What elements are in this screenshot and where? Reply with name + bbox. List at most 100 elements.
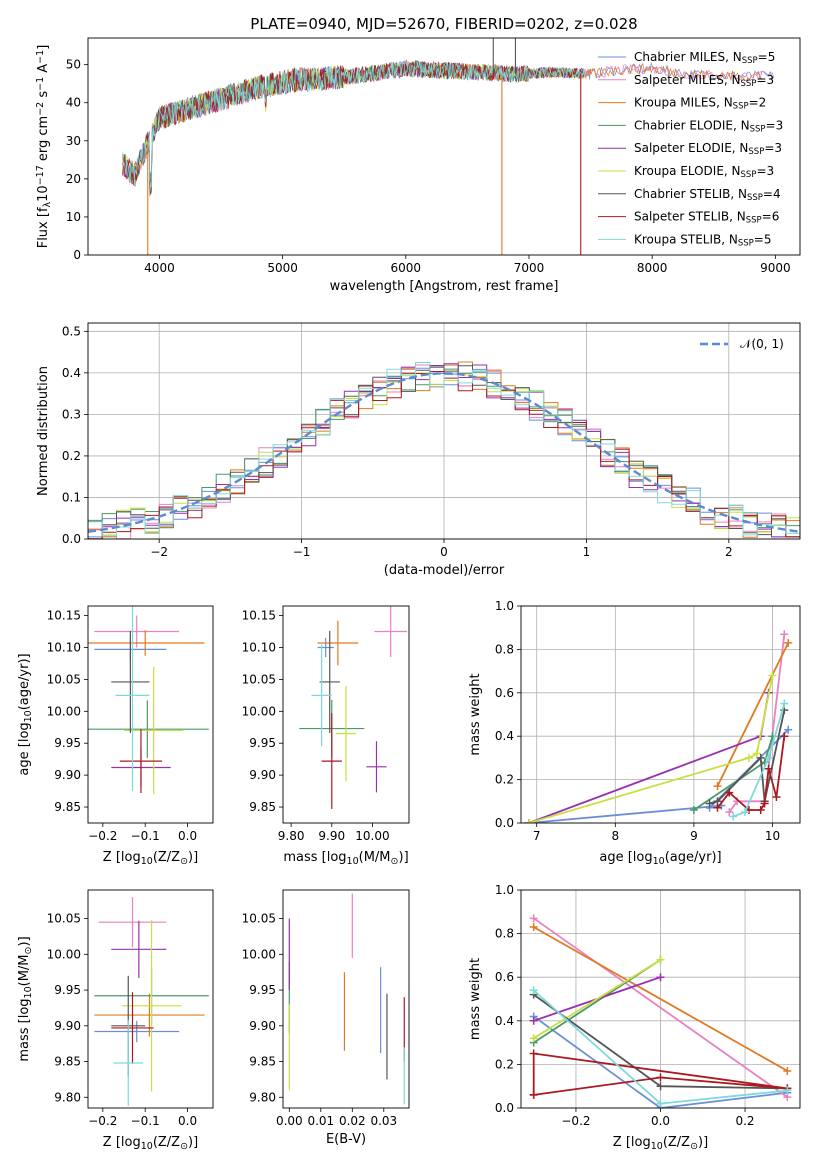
axis-label-part: ⊙: [690, 1141, 698, 1152]
axes-frame: [520, 605, 801, 824]
mass-weight-line: [528, 692, 770, 823]
y-tick-label: 9.95: [54, 983, 81, 997]
y-tick-label: 50: [66, 58, 81, 72]
legend-series-name: Kroupa STELIB: [634, 232, 721, 246]
x-tick-label: −1: [293, 545, 311, 559]
axis-label-part: (Z/Z: [153, 1135, 180, 1150]
legend-sep: , N: [725, 50, 742, 64]
chart-spectrum: 4000 5000 6000 7000 8000 9000 0 10 20 30 40 50 wavel…: [35, 37, 801, 294]
y-tick-label: 9.90: [54, 768, 81, 782]
legend-sep: , N: [724, 73, 741, 87]
data-point-marker: [529, 914, 538, 923]
y-tick-label: 0.1: [62, 490, 81, 504]
axis-label-part: Flux [f: [36, 207, 51, 248]
x-tick-label: −0.2: [88, 1114, 117, 1128]
x-axis-label: (data-model)/error: [384, 563, 505, 578]
data-point-marker: [656, 973, 665, 982]
axis-label-part: 10: [36, 185, 51, 202]
mass-weight-line: [533, 917, 788, 1098]
legend-sub: SSP: [747, 193, 763, 203]
axis-label-part: 10: [23, 986, 34, 998]
y-tick-label: 0.0: [495, 816, 514, 830]
x-tick-label: 7000: [514, 261, 545, 275]
data-point-marker: [656, 1073, 665, 1082]
chart-mass_z: −0.2 −0.1 0.0 9.80 9.85 9.90 9.95 10.00 10.05 Z […: [17, 889, 214, 1152]
y-tick-label: 0.3: [62, 407, 81, 421]
y-tick-label: 1.0: [495, 883, 514, 897]
y-tick-label: 10.00: [242, 947, 276, 961]
axis-label: mass [log10(M/M⊙)]: [17, 936, 34, 1061]
legend-label: Chabrier ELODIE, NSSP=3: [634, 118, 783, 134]
x-tick-label: 0.00: [276, 1114, 303, 1128]
legend-sep: , N: [730, 187, 747, 201]
axis-label-part: (Z/Z: [153, 850, 180, 865]
legend-eq: =: [764, 141, 774, 155]
chart-mw_z: −0.2 0.0 0.2 0.0 0.2 0.4 0.6 0.8 1.0 Z [log10(Z/Z…: [468, 883, 801, 1152]
plot-area: [88, 606, 209, 795]
x-tick-label: 0: [440, 545, 448, 559]
data-point-marker: [756, 753, 765, 762]
y-tick-label: 9.85: [54, 1055, 81, 1069]
x-tick-label: 9: [690, 829, 698, 843]
legend-eq: =: [756, 73, 766, 87]
y-tick-label: 0.8: [495, 927, 514, 941]
chart-mass_ebv: 0.00 0.01 0.02 0.03 9.80 9.85 9.90 9.95 10.00 10.…: [242, 889, 410, 1147]
axis-label-part: 10: [141, 856, 153, 867]
legend-series-name: Chabrier MILES: [634, 50, 725, 64]
legend-sep: , N: [729, 210, 746, 224]
x-tick-label: 0.2: [735, 1114, 754, 1128]
plot-area: [529, 914, 792, 1108]
data-point-marker: [783, 1086, 792, 1095]
legend-label: Chabrier MILES, NSSP=5: [634, 50, 775, 66]
y-tick-label: 10.15: [47, 609, 81, 623]
data-point-marker: [529, 1090, 538, 1099]
legend-sub: SSP: [741, 170, 757, 180]
y-axis-label: mass weight: [468, 958, 483, 1040]
axis-label-part: ⊙: [391, 856, 399, 867]
legend-sep: , N: [716, 96, 733, 110]
legend-label: Kroupa MILES, NSSP=2: [634, 96, 766, 112]
data-point-marker: [760, 799, 769, 808]
legend-series-name: Salpeter MILES: [634, 73, 724, 87]
axis-label-part: Z [log: [103, 850, 141, 865]
axis-label-part: )]: [188, 850, 198, 865]
axes-frame: [282, 605, 410, 824]
legend-sep: , N: [733, 118, 750, 132]
x-tick-label: −0.2: [88, 829, 117, 843]
axis-label-part: erg cm: [36, 116, 51, 165]
axis-label: age [log10(age/yr)]: [17, 653, 34, 775]
axis-label-part: 10: [347, 856, 359, 867]
data-point-marker: [772, 792, 781, 801]
x-axis-label: wavelength [Angstrom, rest frame]: [330, 279, 559, 294]
y-tick-label: 10.00: [47, 947, 81, 961]
x-tick-label: 9.80: [278, 829, 305, 843]
legend-nssp: 4: [773, 187, 781, 201]
y-tick-label: 9.85: [249, 1055, 276, 1069]
legend-eq: =: [766, 118, 776, 132]
legend-nssp: 6: [772, 210, 780, 224]
legend-label: Salpeter MILES, NSSP=3: [634, 73, 774, 89]
x-tick-label: 9.90: [318, 829, 345, 843]
legend-series-name: Salpeter ELODIE: [634, 141, 732, 155]
legend-eq: =: [763, 187, 773, 201]
x-tick-label: −0.1: [131, 829, 160, 843]
axis-label-part: (age/yr)]: [665, 850, 722, 865]
x-tick-label: 1: [583, 545, 591, 559]
axes-frame: [87, 605, 214, 824]
axis-label-part: mass [log: [283, 850, 346, 865]
data-point-marker: [529, 1016, 538, 1025]
chart-age_mass: 9.80 9.90 10.00 9.85 9.90 9.95 10.00 10.05 10.10…: [242, 605, 410, 867]
data-point-marker: [780, 732, 789, 741]
y-tick-label: 9.80: [249, 1090, 276, 1104]
y-tick-label: 0.2: [495, 1057, 514, 1071]
data-point-marker: [744, 753, 753, 762]
plot-area: [299, 606, 407, 809]
mass-weight-line: [533, 926, 788, 1072]
data-point-marker: [780, 630, 789, 639]
y-tick-label: 0.8: [495, 642, 514, 656]
legend-eq: =: [762, 210, 772, 224]
axes-frame: [87, 37, 801, 256]
x-tick-label: 10.00: [355, 829, 389, 843]
y-tick-label: 40: [66, 96, 81, 110]
